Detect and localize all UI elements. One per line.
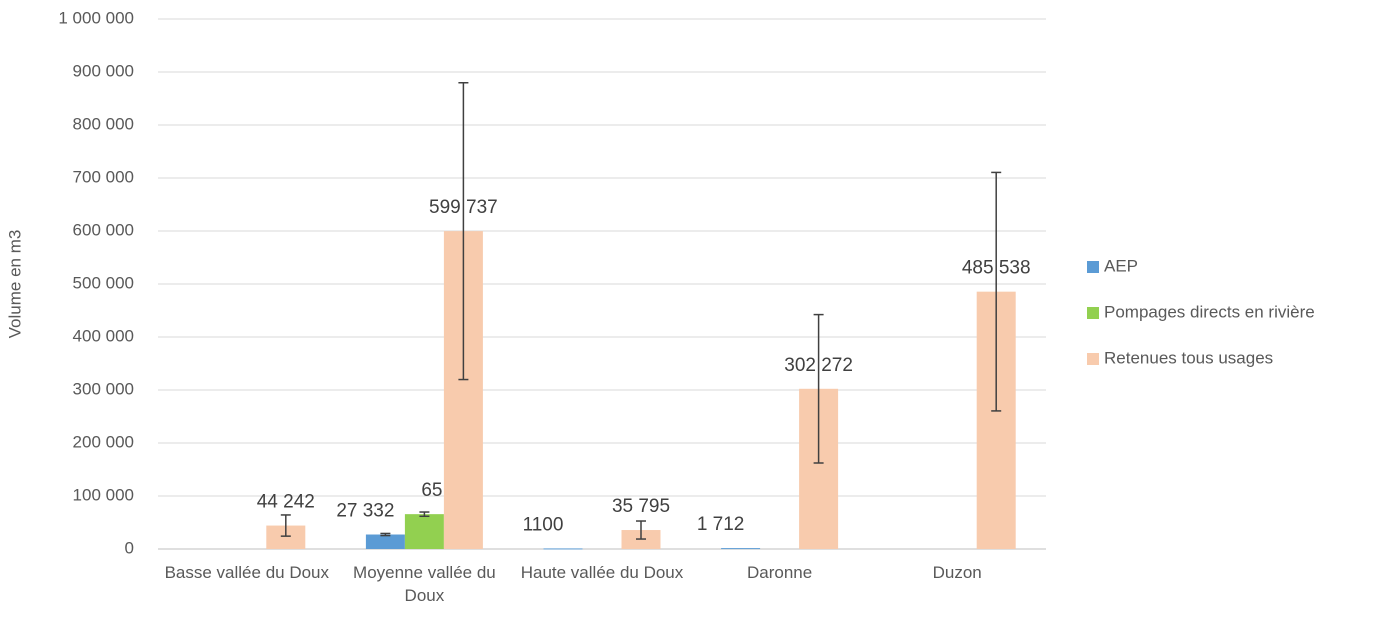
bar bbox=[543, 548, 583, 550]
y-axis-label: Volume en m3 bbox=[5, 230, 24, 339]
x-tick-label: Duzon bbox=[932, 563, 982, 582]
y-tick-label: 0 bbox=[125, 538, 134, 557]
data-label: 44 242 bbox=[257, 492, 315, 513]
x-tick-label: Basse vallée du Doux bbox=[164, 563, 330, 582]
y-tick-label: 300 000 bbox=[73, 379, 134, 398]
legend-label: Pompages directs en rivière bbox=[1104, 302, 1315, 321]
data-label: 485 538 bbox=[962, 258, 1031, 279]
data-label: 1100 bbox=[523, 514, 564, 535]
bar bbox=[721, 548, 761, 550]
y-tick-label: 800 000 bbox=[73, 114, 134, 133]
data-label: 27 332 bbox=[336, 501, 394, 522]
y-tick-label: 900 000 bbox=[73, 61, 134, 80]
data-label: 35 795 bbox=[612, 496, 670, 517]
x-tick-label: Haute vallée du Doux bbox=[520, 563, 684, 582]
y-tick-label: 600 000 bbox=[73, 220, 134, 239]
x-tick-label: Daronne bbox=[746, 563, 813, 582]
legend-label: AEP bbox=[1104, 256, 1138, 275]
legend-swatch bbox=[1087, 353, 1099, 365]
legend-swatch bbox=[1087, 307, 1099, 319]
bar bbox=[365, 534, 405, 549]
y-tick-label: 100 000 bbox=[73, 485, 134, 504]
bar bbox=[266, 525, 306, 549]
y-tick-label: 700 000 bbox=[73, 167, 134, 186]
bar bbox=[404, 514, 444, 549]
data-label: 302 272 bbox=[784, 355, 853, 376]
y-tick-label: 500 000 bbox=[73, 273, 134, 292]
legend-swatch bbox=[1087, 261, 1099, 273]
data-label: 1 712 bbox=[697, 514, 745, 535]
y-tick-label: 400 000 bbox=[73, 326, 134, 345]
y-tick-label: 1 000 000 bbox=[58, 8, 134, 27]
y-tick-label: 200 000 bbox=[73, 432, 134, 451]
x-tick-label: Moyenne vallée du Doux bbox=[353, 563, 496, 605]
legend-label: Retenues tous usages bbox=[1104, 348, 1273, 367]
data-label: 599 737 bbox=[429, 197, 498, 218]
